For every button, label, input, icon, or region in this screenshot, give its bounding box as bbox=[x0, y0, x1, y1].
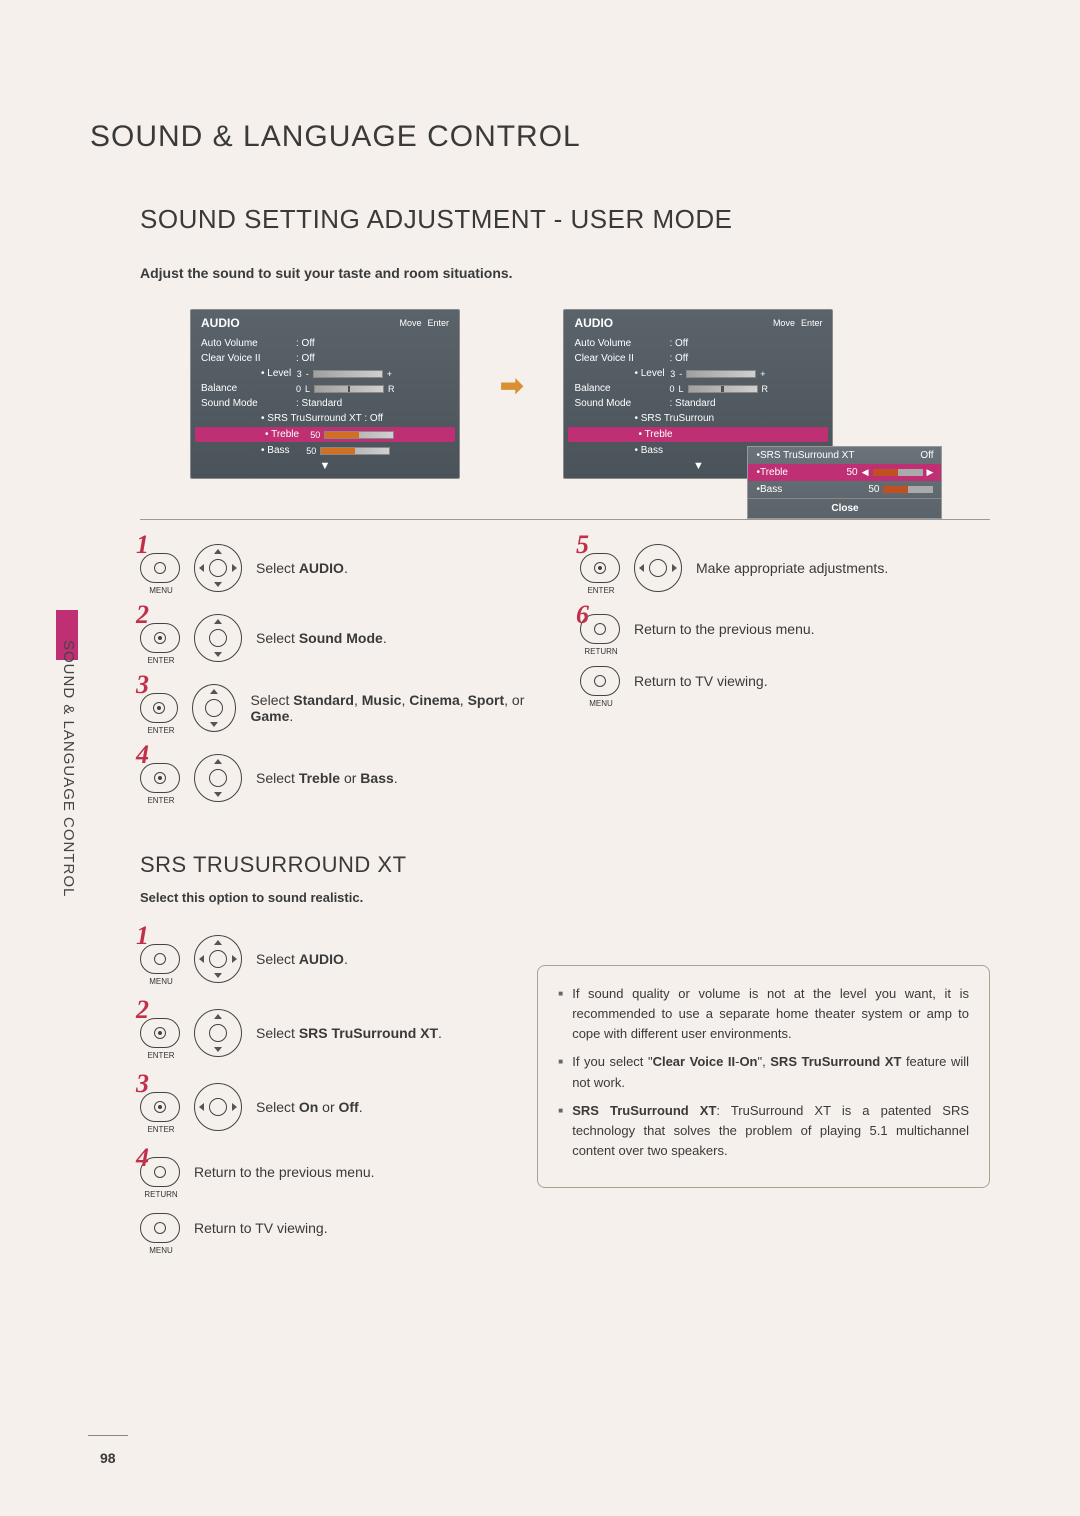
srs-desc: Select this option to sound realistic. bbox=[140, 890, 990, 905]
popout-bass-label: •Bass bbox=[756, 484, 782, 495]
menu-screenshots-row: AUDIO Move Enter Auto Volume: Off Clear … bbox=[190, 309, 990, 479]
nav-wheel-icon bbox=[192, 684, 237, 732]
nav-wheel-icon bbox=[194, 544, 242, 592]
menu-button-icon: MENU bbox=[580, 666, 620, 696]
nav-wheel-icon bbox=[194, 754, 242, 802]
row-clear-voice-val: : Off bbox=[296, 353, 449, 364]
row-sound-mode: Sound Mode bbox=[201, 398, 296, 409]
nav-enter: Enter bbox=[427, 318, 449, 328]
row-bass: • Bass bbox=[261, 445, 290, 456]
step-number: 2 bbox=[136, 995, 149, 1025]
balance-val: 0 bbox=[669, 384, 674, 394]
row-treble: • Treble bbox=[638, 429, 672, 440]
row-clear-voice-val: : Off bbox=[669, 353, 822, 364]
step-text: Select SRS TruSurround XT. bbox=[256, 1025, 442, 1041]
info-item: SRS TruSurround XT: TruSurround XT is a … bbox=[558, 1101, 969, 1161]
step-text: Return to the previous menu. bbox=[634, 621, 815, 637]
audio-menu-right: AUDIO Move Enter Auto Volume: Off Clear … bbox=[563, 309, 833, 479]
step-text: Select Sound Mode. bbox=[256, 630, 387, 646]
row-treble: • Treble bbox=[265, 429, 299, 440]
popout-close: Close bbox=[748, 498, 941, 518]
srs-layout: 1 MENU Select AUDIO. 2 ENTER Select SRS … bbox=[140, 935, 990, 1243]
info-box: If sound quality or volume is not at the… bbox=[537, 965, 990, 1188]
nav-wheel-icon bbox=[194, 614, 242, 662]
section-subtitle: Adjust the sound to suit your taste and … bbox=[140, 265, 990, 281]
step-text: Return to TV viewing. bbox=[634, 673, 768, 689]
popout-treble-val: 50 bbox=[847, 467, 858, 478]
step-text: Return to TV viewing. bbox=[194, 1220, 328, 1236]
step-number: 5 bbox=[576, 530, 589, 560]
row-bass: • Bass bbox=[634, 445, 663, 456]
nav-wheel-icon bbox=[194, 935, 242, 983]
page-line bbox=[88, 1435, 128, 1436]
row-clear-voice: Clear Voice II bbox=[574, 353, 669, 364]
main-title: SOUND & LANGUAGE CONTROL bbox=[90, 120, 990, 154]
treble-val: 50 bbox=[310, 430, 320, 440]
row-srs: • SRS TruSurroun bbox=[634, 413, 714, 424]
row-auto-volume-val: : Off bbox=[669, 338, 822, 349]
row-sound-mode-val: : Standard bbox=[296, 398, 449, 409]
page-number: 98 bbox=[100, 1450, 116, 1466]
step-number: 4 bbox=[136, 1143, 149, 1173]
popout-srs-val: Off bbox=[920, 450, 933, 461]
info-item: If sound quality or volume is not at the… bbox=[558, 984, 969, 1044]
separator bbox=[140, 519, 990, 520]
nav-move: Move bbox=[773, 318, 795, 328]
row-auto-volume: Auto Volume bbox=[574, 338, 669, 349]
menu-title: AUDIO bbox=[574, 316, 613, 330]
row-clear-voice: Clear Voice II bbox=[201, 353, 296, 364]
audio-menu-left: AUDIO Move Enter Auto Volume: Off Clear … bbox=[190, 309, 460, 479]
step-number: 3 bbox=[136, 1069, 149, 1099]
popout-srs-label: •SRS TruSurround XT bbox=[756, 450, 854, 461]
popout-panel: •SRS TruSurround XTOff •Treble50◀▶ •Bass… bbox=[747, 446, 942, 519]
level-val: 3 bbox=[670, 369, 675, 379]
nav-wheel-icon bbox=[194, 1009, 242, 1057]
step-number: 1 bbox=[136, 921, 149, 951]
step-number: 2 bbox=[136, 600, 149, 630]
bass-val: 50 bbox=[306, 446, 316, 456]
row-sound-mode-val: : Standard bbox=[669, 398, 822, 409]
row-balance: Balance bbox=[574, 383, 669, 394]
down-arrow-icon: ▼ bbox=[191, 458, 459, 478]
row-level: • Level bbox=[261, 368, 291, 379]
nav-wheel-icon bbox=[634, 544, 682, 592]
info-item: If you select "Clear Voice II-On", SRS T… bbox=[558, 1052, 969, 1092]
row-level: • Level bbox=[634, 368, 664, 379]
side-section-label: SOUND & LANGUAGE CONTROL bbox=[60, 640, 77, 897]
balance-val: 0 bbox=[296, 384, 301, 394]
srs-heading: SRS TRUSURROUND XT bbox=[140, 852, 990, 878]
step-text: Select AUDIO. bbox=[256, 560, 348, 576]
row-auto-volume: Auto Volume bbox=[201, 338, 296, 349]
step-text: Return to the previous menu. bbox=[194, 1164, 375, 1180]
nav-move: Move bbox=[399, 318, 421, 328]
row-auto-volume-val: : Off bbox=[296, 338, 449, 349]
step-text: Select Treble or Bass. bbox=[256, 770, 398, 786]
row-sound-mode: Sound Mode bbox=[574, 398, 669, 409]
step-number: 6 bbox=[576, 600, 589, 630]
row-balance: Balance bbox=[201, 383, 296, 394]
nav-wheel-icon bbox=[194, 1083, 242, 1131]
menu-button-icon: MENU bbox=[140, 1213, 180, 1243]
step-text: Make appropriate adjustments. bbox=[696, 560, 888, 576]
step-text: Select AUDIO. bbox=[256, 951, 348, 967]
section-title: SOUND SETTING ADJUSTMENT - USER MODE bbox=[140, 204, 990, 235]
nav-enter: Enter bbox=[801, 318, 823, 328]
popout-treble-label: •Treble bbox=[756, 467, 787, 478]
arrow-right-icon: ➡ bbox=[500, 369, 523, 402]
row-srs: • SRS TruSurround XT : Off bbox=[261, 413, 383, 424]
step-number: 4 bbox=[136, 740, 149, 770]
menu-title: AUDIO bbox=[201, 316, 240, 330]
step-text: Select Standard, Music, Cinema, Sport, o… bbox=[250, 692, 550, 724]
steps-grid: 1 MENU Select AUDIO. 2 ENTER Select Soun… bbox=[140, 544, 990, 802]
popout-bass-val: 50 bbox=[868, 484, 879, 495]
step-text: Select On or Off. bbox=[256, 1099, 363, 1115]
level-val: 3 bbox=[297, 369, 302, 379]
step-number: 3 bbox=[136, 670, 149, 700]
step-number: 1 bbox=[136, 530, 149, 560]
